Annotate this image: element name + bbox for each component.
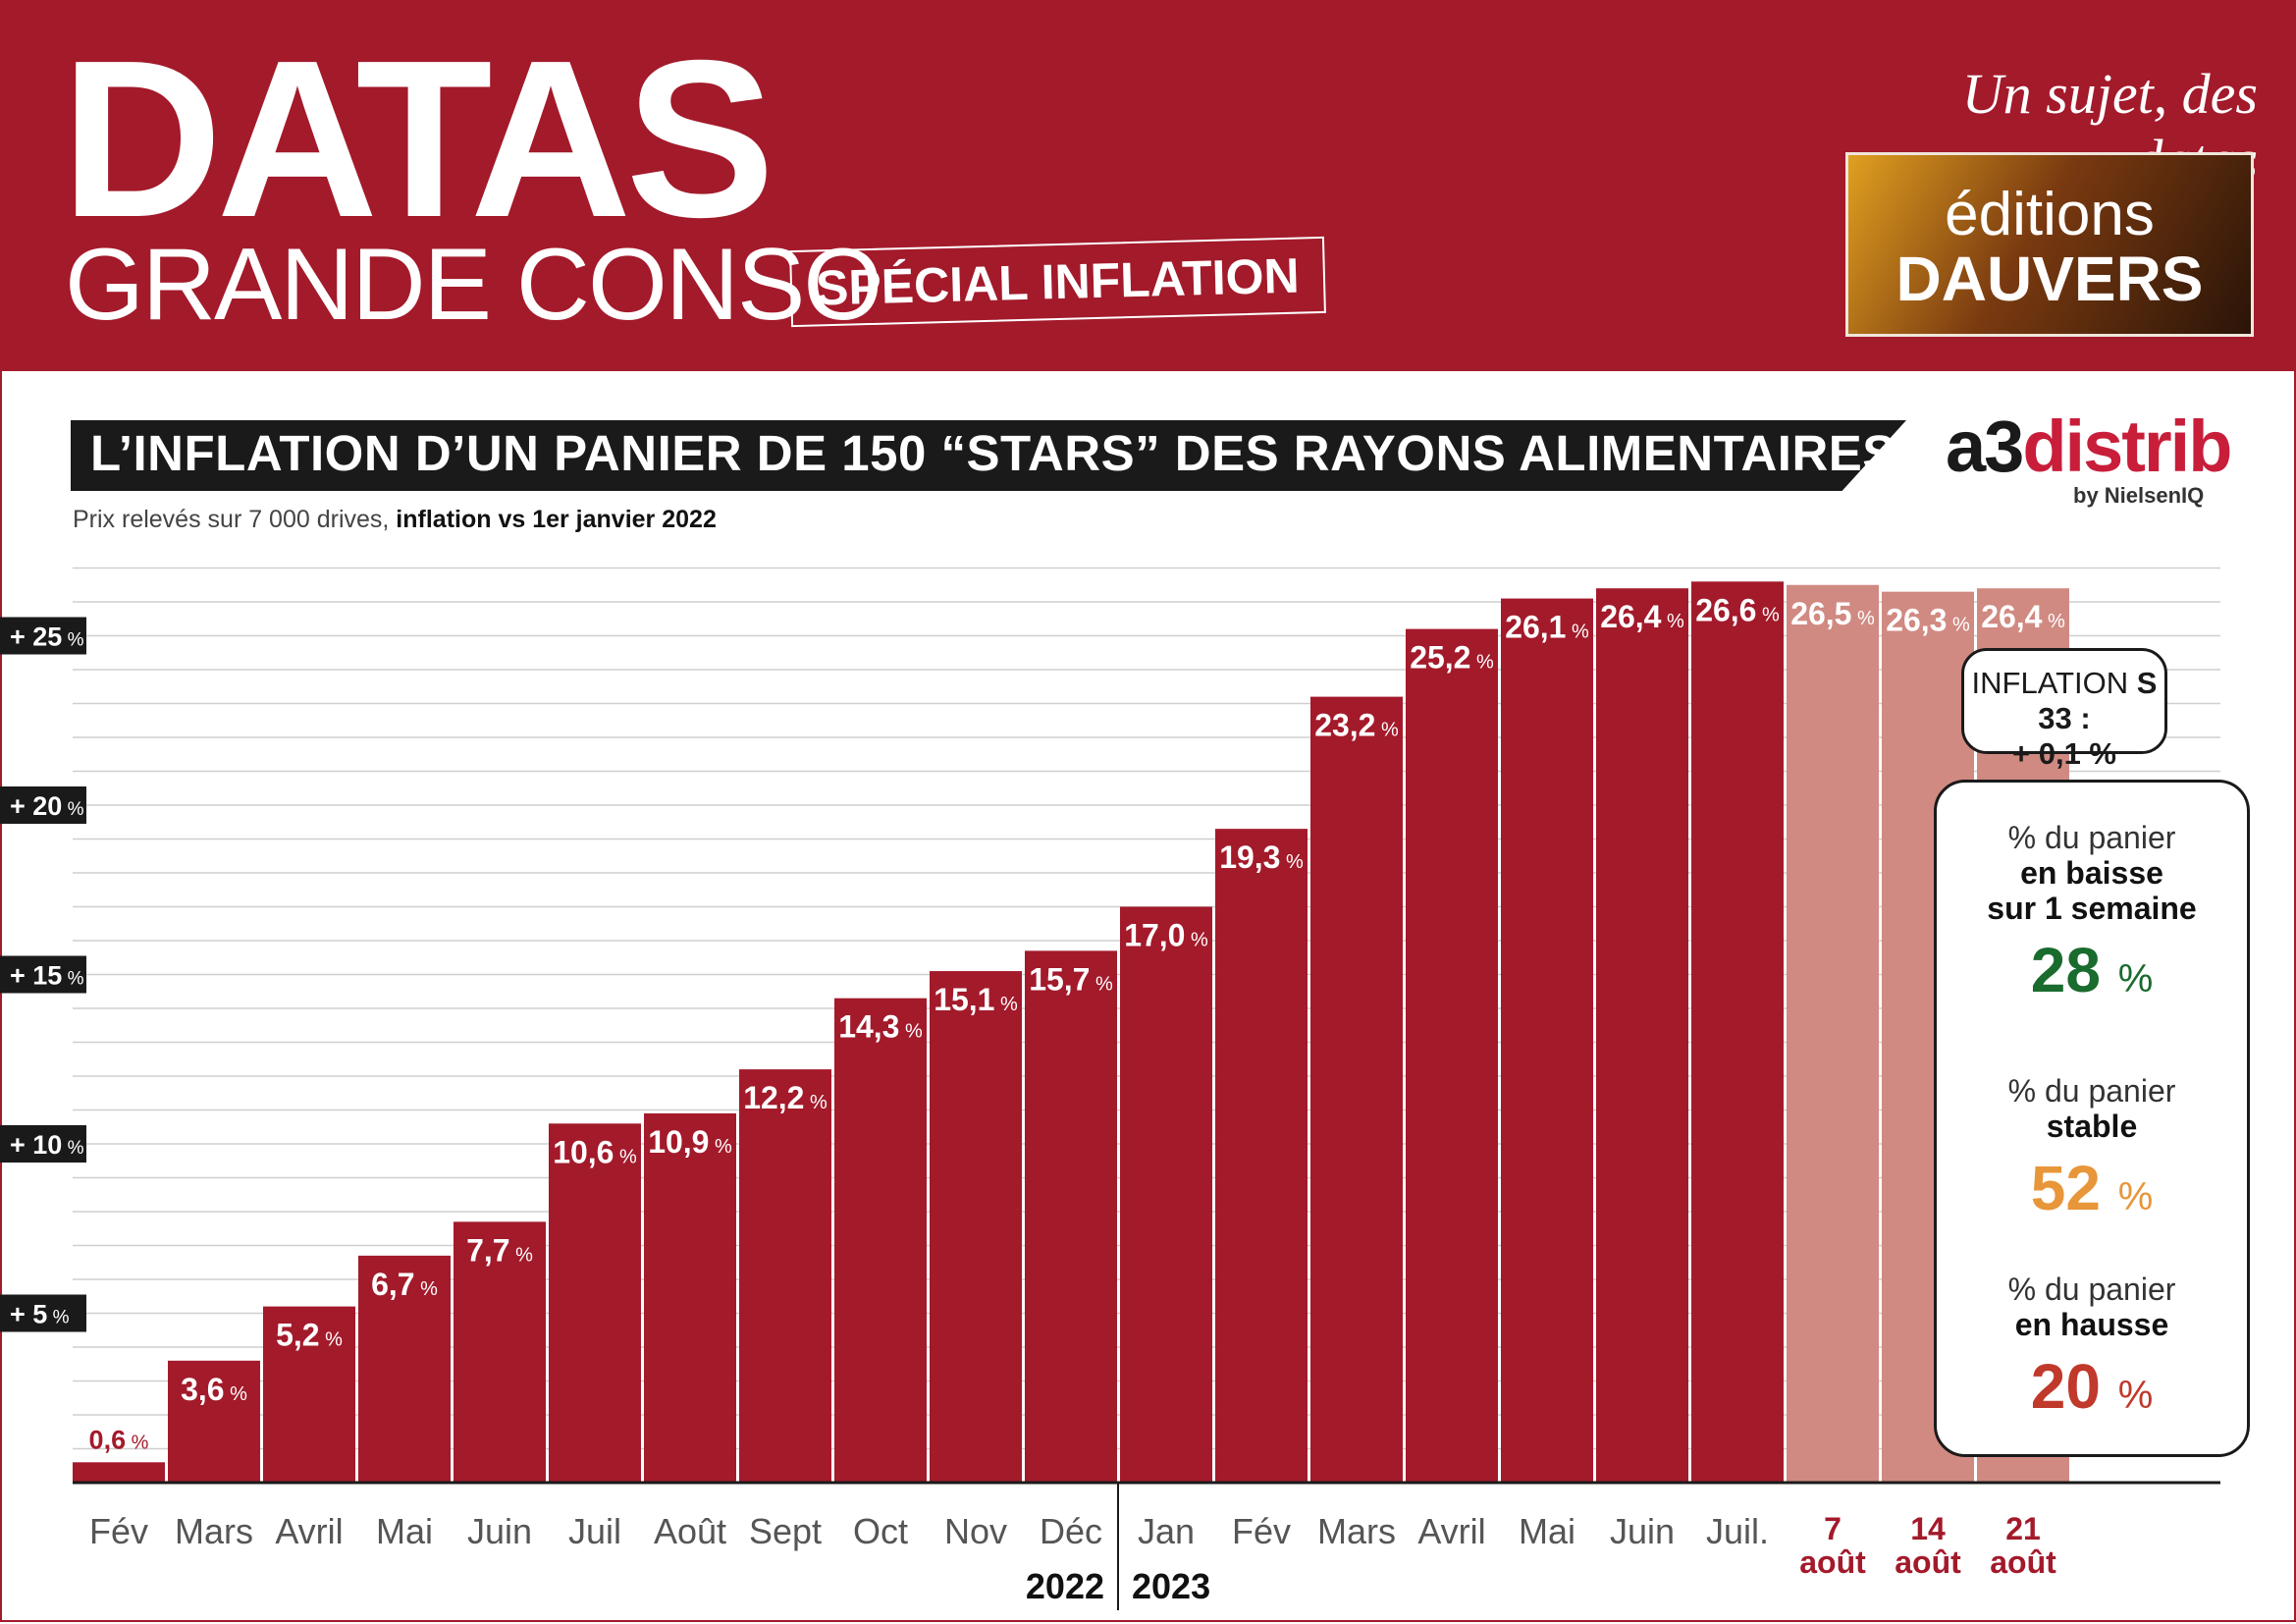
- x-tick-label: Mai: [376, 1511, 433, 1551]
- basket-up-value: 20: [2030, 1351, 2101, 1422]
- x-tick-label: Oct: [853, 1511, 908, 1551]
- x-tick-label: Avril: [275, 1511, 343, 1551]
- year-label-2023: 2023: [1132, 1566, 1210, 1606]
- bar: [739, 1069, 831, 1483]
- a3-logo-by: by NielsenIQ: [2073, 483, 2205, 508]
- logo-line1: éditions: [1945, 181, 2155, 248]
- bar-value-label: 17,0 %: [1124, 918, 1208, 953]
- brand-subtitle: GRANDE CONSO: [65, 228, 882, 342]
- bar: [454, 1221, 546, 1483]
- bar: [834, 998, 927, 1483]
- basket-up-block: % du panier en hausse 20 %: [1937, 1272, 2247, 1423]
- x-tick-label: 21: [2005, 1511, 2041, 1546]
- bar: [1501, 598, 1593, 1483]
- x-tick-label: août: [1895, 1544, 1961, 1580]
- editions-dauvers-logo: éditions DAUVERS: [1845, 152, 2254, 337]
- bar: [168, 1360, 260, 1483]
- x-tick-label: août: [1990, 1544, 2056, 1580]
- basket-up-prefix: % du panier: [2007, 1272, 2176, 1307]
- chart-title-bar: [71, 420, 1906, 491]
- bar-value-label: 23,2 %: [1314, 708, 1399, 743]
- logo-line2: DAUVERS: [1896, 244, 2204, 314]
- bar: [1120, 906, 1212, 1483]
- x-tick-label: Déc: [1040, 1511, 1102, 1551]
- bar: [1310, 696, 1403, 1483]
- bar: [73, 1462, 165, 1483]
- basket-down-label-2: sur 1 semaine: [1987, 891, 2197, 926]
- basket-down-unit: %: [2117, 957, 2154, 1001]
- x-tick-label: Mars: [1317, 1511, 1396, 1551]
- chart-subtitle: Prix relevés sur 7 000 drives, inflation…: [73, 506, 717, 534]
- x-tick-label: Juin: [467, 1511, 532, 1551]
- inflation-label: INFLATION: [1971, 666, 2129, 700]
- bar: [358, 1255, 451, 1483]
- x-tick-label: Fév: [1232, 1511, 1291, 1551]
- bar: [1215, 829, 1308, 1483]
- basket-down-value: 28: [2030, 935, 2101, 1005]
- x-tick-label: Mai: [1519, 1511, 1575, 1551]
- subtitle-bold: inflation vs 1er janvier 2022: [396, 506, 717, 533]
- bar-value-label: 0,6 %: [89, 1425, 149, 1454]
- x-tick-label: Fév: [89, 1511, 148, 1551]
- y-tick-badge: [0, 617, 86, 655]
- y-tick-badge: [0, 786, 86, 824]
- basket-up-label: en hausse: [2014, 1307, 2169, 1342]
- a3distrib-logo: a3distrib: [1946, 410, 2232, 483]
- year-label-2022: 2022: [1026, 1566, 1104, 1606]
- subtitle-plain: Prix relevés sur 7 000 drives,: [73, 506, 397, 533]
- x-tick-label: août: [1799, 1544, 1866, 1580]
- bar: [1596, 588, 1688, 1483]
- bar: [1025, 950, 1117, 1483]
- x-tick-label: Août: [654, 1511, 726, 1551]
- basket-down-label-1: en baisse: [2020, 855, 2163, 891]
- header-banner: DATAS GRANDE CONSO SPÉCIAL INFLATION Un …: [0, 0, 2296, 371]
- brand-title: DATAS: [61, 15, 774, 264]
- bar: [1406, 628, 1498, 1483]
- x-tick-label: 7: [1824, 1511, 1842, 1546]
- y-tick-label: + 25 %: [10, 623, 84, 652]
- inflation-value: + 0,1 %: [2012, 736, 2116, 771]
- a3-logo-post: distrib: [2022, 406, 2232, 487]
- basket-stable-label: stable: [2046, 1109, 2138, 1144]
- basket-down-prefix: % du panier: [2007, 820, 2176, 855]
- bar: [1691, 581, 1784, 1483]
- basket-down-block: % du panier en baisse sur 1 semaine 28 %: [1937, 820, 2247, 1006]
- basket-stable-block: % du panier stable 52 %: [1937, 1073, 2247, 1224]
- x-tick-label: Sept: [749, 1511, 822, 1551]
- basket-stable-value: 52: [2030, 1153, 2101, 1223]
- y-tick-badge: [0, 1125, 86, 1163]
- weekly-inflation-box: INFLATION S 33 : + 0,1 %: [1961, 648, 2167, 771]
- bar: [263, 1306, 355, 1483]
- bar: [644, 1112, 736, 1483]
- x-tick-label: Nov: [944, 1511, 1007, 1551]
- x-tick-label: Mars: [175, 1511, 253, 1551]
- basket-up-unit: %: [2117, 1374, 2154, 1417]
- basket-stable-unit: %: [2117, 1175, 2154, 1218]
- x-tick-label: 14: [1910, 1511, 1946, 1546]
- x-tick-label: Juil: [568, 1511, 621, 1551]
- x-tick-label: Juil.: [1706, 1511, 1769, 1551]
- a3-logo-pre: a3: [1946, 406, 2024, 487]
- bar: [1787, 584, 1879, 1483]
- y-tick-badge: [0, 1294, 86, 1332]
- bar: [549, 1123, 641, 1483]
- y-tick-badge: [0, 955, 86, 994]
- x-tick-label: Jan: [1138, 1511, 1195, 1551]
- inflation-week: S 33 :: [2038, 666, 2158, 735]
- chart-title: L’INFLATION D’UN PANIER DE 150 “STARS” D…: [90, 425, 1896, 481]
- basket-stable-prefix: % du panier: [2007, 1073, 2176, 1109]
- x-tick-label: Juin: [1610, 1511, 1675, 1551]
- bar-value-label: 3,6 %: [181, 1372, 247, 1407]
- bar: [930, 971, 1022, 1483]
- x-tick-label: Avril: [1417, 1511, 1485, 1551]
- basket-breakdown-panel: % du panier en baisse sur 1 semaine 28 %…: [1934, 780, 2250, 1457]
- content-frame: [0, 371, 2296, 1622]
